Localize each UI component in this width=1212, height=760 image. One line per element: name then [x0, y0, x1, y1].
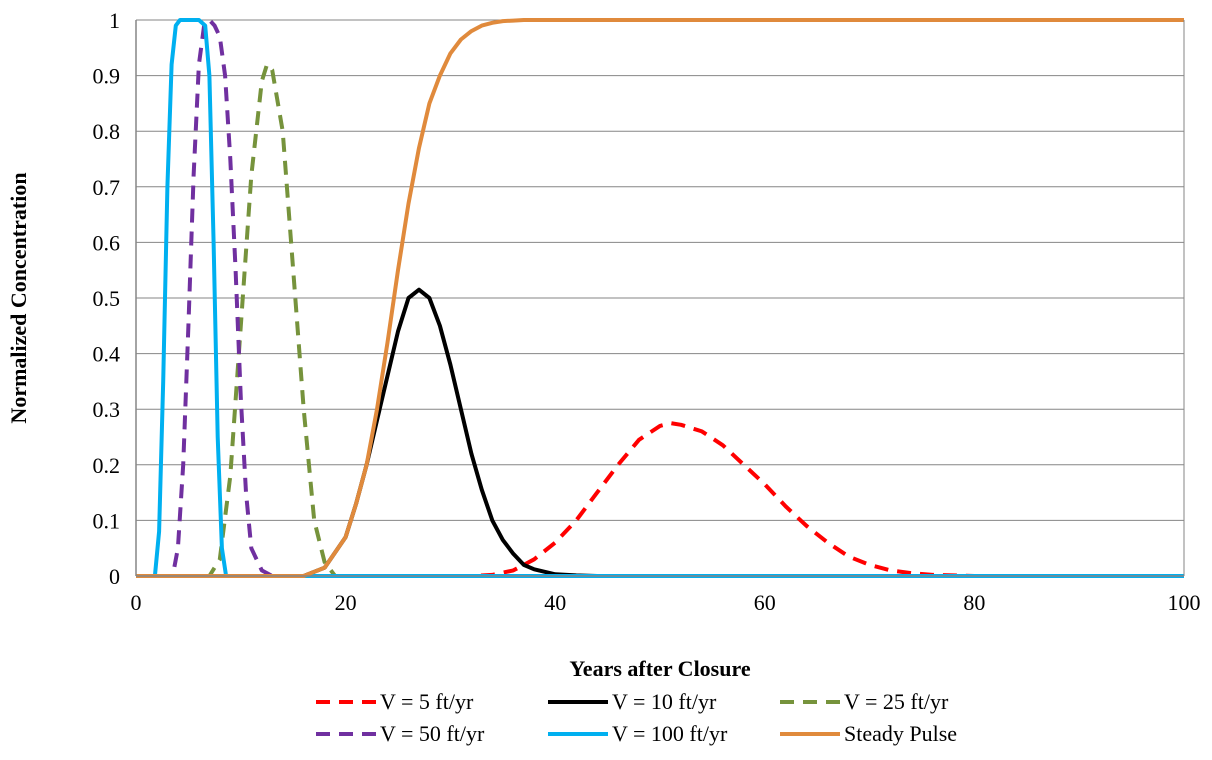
legend-label-2: V = 25 ft/yr	[844, 689, 949, 714]
y-tick-label: 0.9	[93, 64, 121, 89]
legend: V = 5 ft/yr V = 10 ft/yr V = 25 ft/yr V = 5…	[316, 689, 957, 746]
x-tick-labels: 0 20 40 60 80 100	[131, 590, 1201, 615]
y-tick-label: 0	[109, 564, 120, 589]
y-tick-label: 0.5	[93, 286, 121, 311]
y-tick-labels: 0 0.1 0.2 0.3 0.4 0.5 0.6 0.7 0.8 0.9 1	[93, 8, 121, 589]
series-line-0	[136, 421, 1184, 578]
series-line-4	[136, 18, 1184, 578]
legend-label-3: V = 50 ft/yr	[380, 721, 485, 746]
y-tick-label: 0.8	[93, 119, 121, 144]
x-tick-label: 80	[963, 590, 985, 615]
x-tick-label: 100	[1168, 590, 1201, 615]
y-tick-label: 0.4	[93, 342, 121, 367]
x-tick-label: 40	[544, 590, 566, 615]
series-line-5	[136, 18, 1184, 578]
x-axis-title: Years after Closure	[569, 656, 750, 681]
series-line-3	[136, 18, 1184, 578]
y-tick-label: 0.6	[93, 230, 121, 255]
axes	[135, 20, 1185, 577]
legend-label-5: Steady Pulse	[844, 721, 957, 746]
grid-lines	[136, 19, 1184, 577]
y-tick-label: 1	[109, 8, 120, 33]
series-lines	[136, 18, 1184, 578]
legend-label-4: V = 100 ft/yr	[612, 721, 728, 746]
y-axis-title: Normalized Concentration	[6, 172, 31, 423]
x-tick-label: 0	[131, 590, 142, 615]
y-tick-label: 0.3	[93, 397, 121, 422]
y-tick-label: 0.2	[93, 453, 121, 478]
legend-label-0: V = 5 ft/yr	[380, 689, 474, 714]
y-tick-label: 0.1	[93, 508, 121, 533]
series-line-2	[136, 62, 1184, 578]
x-tick-label: 60	[754, 590, 776, 615]
legend-label-1: V = 10 ft/yr	[612, 689, 717, 714]
x-tick-label: 20	[335, 590, 357, 615]
series-line-1	[136, 287, 1184, 578]
y-tick-label: 0.7	[93, 175, 121, 200]
